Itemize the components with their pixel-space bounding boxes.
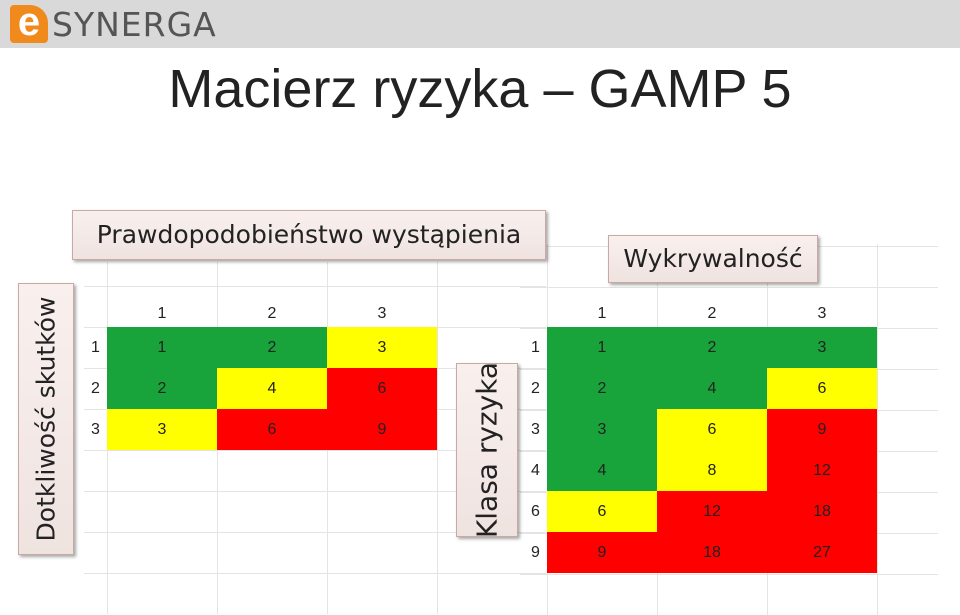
column-header: 3 bbox=[817, 304, 827, 322]
logo-text: SYNERGA bbox=[52, 4, 217, 44]
column-header: 3 bbox=[377, 304, 387, 322]
matrix-cell: 3 bbox=[767, 327, 877, 368]
column-header: 1 bbox=[157, 304, 167, 322]
matrix-cell: 27 bbox=[767, 532, 877, 573]
logo-e-mark: e bbox=[10, 2, 48, 43]
esynerga-logo: e SYNERGA bbox=[10, 2, 217, 46]
row-header: 2 bbox=[531, 379, 540, 397]
matrix-cell: 6 bbox=[657, 409, 767, 450]
matrix-cell: 8 bbox=[657, 450, 767, 491]
row-header: 4 bbox=[531, 461, 540, 479]
detectability-label: Wykrywalność bbox=[608, 235, 818, 283]
matrix-cell: 18 bbox=[657, 532, 767, 573]
row-header: 2 bbox=[91, 379, 100, 397]
matrix-cell: 9 bbox=[767, 409, 877, 450]
matrix-cell: 2 bbox=[107, 368, 217, 409]
risk-class-label: Klasa ryzyka bbox=[470, 361, 504, 539]
page-title: Macierz ryzyka – GAMP 5 bbox=[168, 59, 792, 119]
severity-label: Dotkliwość skutków bbox=[31, 296, 61, 542]
matrix-cell: 6 bbox=[547, 491, 657, 532]
column-header: 2 bbox=[707, 304, 717, 322]
row-header: 1 bbox=[531, 338, 540, 356]
column-header: 2 bbox=[267, 304, 277, 322]
matrix-cell: 12 bbox=[657, 491, 767, 532]
top-bar: e SYNERGA bbox=[0, 0, 960, 48]
matrix-cell: 6 bbox=[767, 368, 877, 409]
matrix-cell: 3 bbox=[327, 327, 437, 368]
matrix-cell: 2 bbox=[547, 368, 657, 409]
row-header: 1 bbox=[91, 338, 100, 356]
risk-class-label-box: Klasa ryzyka bbox=[456, 361, 518, 539]
matrix-cell: 9 bbox=[547, 532, 657, 573]
matrix-cell: 4 bbox=[547, 450, 657, 491]
matrix-cell: 3 bbox=[547, 409, 657, 450]
row-header: 6 bbox=[531, 502, 540, 520]
matrix-cell: 1 bbox=[107, 327, 217, 368]
matrix-cell: 4 bbox=[217, 368, 327, 409]
matrix-cell: 4 bbox=[657, 368, 767, 409]
severity-label-box: Dotkliwość skutków bbox=[18, 283, 74, 555]
matrix-cell: 6 bbox=[217, 409, 327, 450]
matrix-cell: 1 bbox=[547, 327, 657, 368]
row-header: 3 bbox=[531, 420, 540, 438]
matrix-cell: 2 bbox=[657, 327, 767, 368]
matrix-cell: 9 bbox=[327, 409, 437, 450]
matrix-cell: 2 bbox=[217, 327, 327, 368]
row-header: 3 bbox=[91, 420, 100, 438]
row-header: 9 bbox=[531, 543, 540, 561]
column-header: 1 bbox=[597, 304, 607, 322]
matrix-cell: 18 bbox=[767, 491, 877, 532]
matrix-cell: 3 bbox=[107, 409, 217, 450]
matrix-cell: 6 bbox=[327, 368, 437, 409]
probability-label: Prawdopodobieństwo wystąpienia bbox=[72, 210, 546, 260]
matrix-cell: 12 bbox=[767, 450, 877, 491]
